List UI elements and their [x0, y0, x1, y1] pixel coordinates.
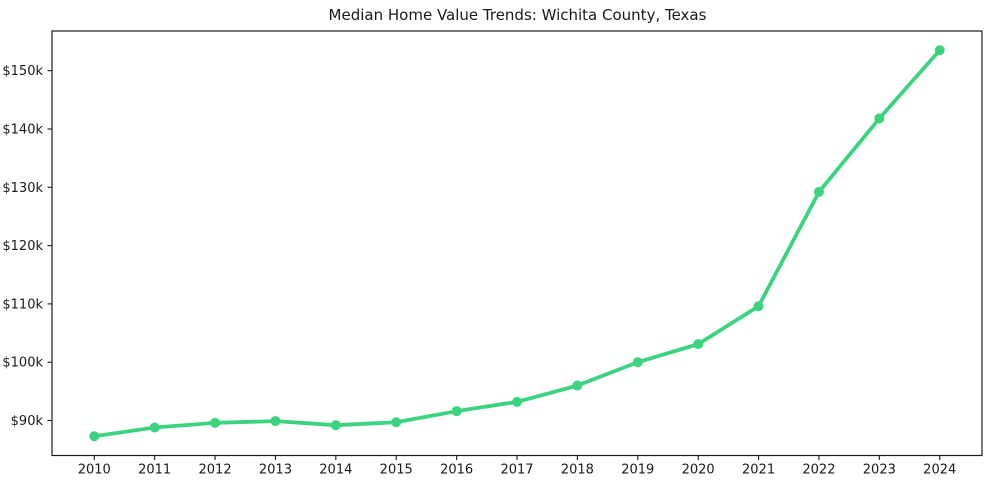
x-tick-label: 2021 — [742, 462, 775, 477]
y-tick-label: $150k — [2, 64, 43, 79]
x-tick-label: 2024 — [923, 462, 956, 477]
x-tick-label: 2012 — [199, 462, 232, 477]
x-tick-label: 2022 — [802, 462, 835, 477]
x-tick-label: 2023 — [863, 462, 896, 477]
y-tick-label: $90k — [11, 414, 44, 429]
x-tick-label: 2011 — [138, 462, 171, 477]
data-point-marker — [572, 380, 583, 391]
x-tick-label: 2019 — [621, 462, 654, 477]
y-tick-label: $100k — [2, 356, 43, 371]
plot-spines — [51, 30, 983, 457]
y-tick-label: $120k — [2, 239, 43, 254]
x-tick-label: 2013 — [259, 462, 292, 477]
data-point-marker — [89, 431, 100, 442]
x-tick-label: 2015 — [380, 462, 413, 477]
x-tick-label: 2014 — [319, 462, 352, 477]
x-tick-label: 2018 — [561, 462, 594, 477]
data-point-marker — [270, 416, 281, 427]
data-point-marker — [813, 186, 824, 197]
y-tick-label: $140k — [2, 122, 43, 137]
chart-title: Median Home Value Trends: Wichita County… — [328, 6, 707, 24]
x-tick-label: 2017 — [500, 462, 533, 477]
data-point-marker — [210, 417, 221, 428]
data-point-marker — [391, 417, 402, 428]
x-tick-label: 2010 — [78, 462, 111, 477]
data-point-marker — [451, 406, 462, 417]
data-point-marker — [330, 420, 341, 431]
data-point-marker — [632, 357, 643, 368]
data-point-marker — [149, 422, 160, 433]
x-tick-label: 2020 — [682, 462, 715, 477]
data-point-marker — [753, 301, 764, 312]
data-point-marker — [693, 339, 704, 350]
y-tick-label: $130k — [2, 181, 43, 196]
y-tick-label: $110k — [2, 297, 43, 312]
series-line — [92, 48, 942, 439]
data-point-marker — [512, 396, 522, 407]
x-tick-label: 2016 — [440, 462, 473, 477]
data-point-marker — [874, 113, 885, 124]
data-point-marker — [934, 45, 945, 56]
